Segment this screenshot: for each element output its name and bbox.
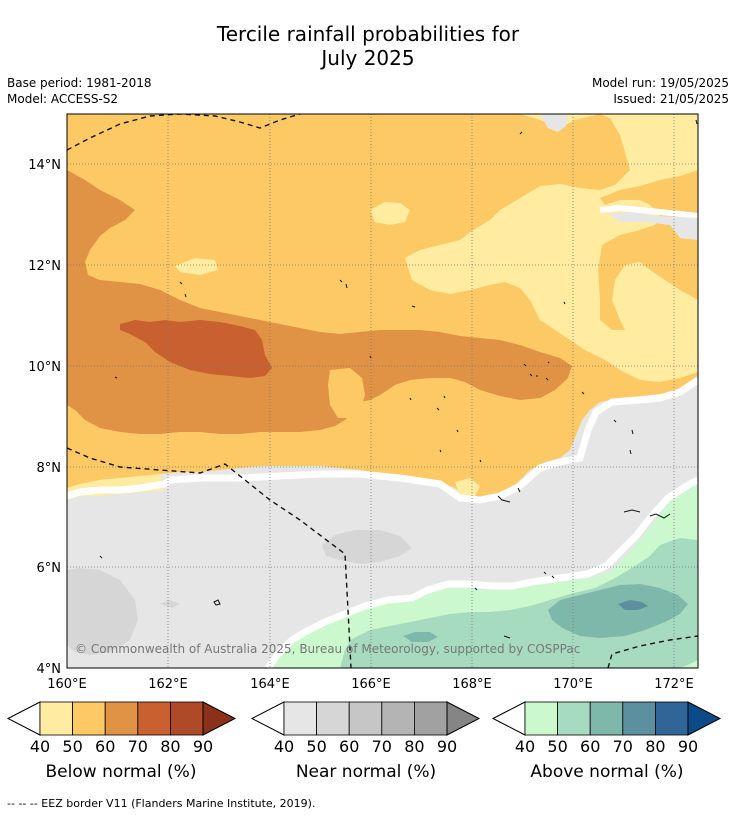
colorbar: 40 50 60 70 80 90 bbox=[491, 701, 722, 756]
model-name: Model: ACCESS-S2 bbox=[7, 92, 119, 106]
colorbar-tick-label: 70 bbox=[128, 737, 148, 756]
colorbar-tick-label: 40 bbox=[274, 737, 294, 756]
base-period: Base period: 1981-2018 bbox=[7, 76, 152, 90]
colorbar-segment bbox=[137, 701, 171, 736]
colorbar-tick-label: 90 bbox=[678, 737, 698, 756]
colorbar-over-arrow bbox=[446, 701, 481, 736]
colorbar-segment bbox=[348, 701, 383, 736]
colorbar-segment bbox=[283, 701, 317, 736]
below-normal-70-80-region bbox=[120, 320, 272, 378]
colorbar-tick-label: 80 bbox=[160, 737, 180, 756]
lat-label: 8°N bbox=[37, 461, 62, 476]
near-normal-50-60-patch bbox=[160, 600, 180, 608]
copyright-text: © Commonwealth of Australia 2025, Bureau… bbox=[75, 642, 580, 656]
colorbar: 40 50 60 70 80 90 bbox=[6, 701, 237, 756]
colorbar-tick-label: 80 bbox=[645, 737, 665, 756]
near-normal-strip bbox=[608, 212, 698, 240]
lon-label: 164°E bbox=[250, 677, 290, 692]
colorbar-tick-label: 60 bbox=[95, 737, 115, 756]
colorbar-under-arrow bbox=[491, 701, 526, 736]
above-normal-60-70-patch bbox=[403, 632, 438, 642]
title-line-1: Tercile rainfall probabilities for bbox=[216, 22, 520, 46]
below-normal-40-50-patch bbox=[175, 258, 218, 275]
above-normal-60-70-region bbox=[548, 584, 688, 638]
colorbar-segment bbox=[557, 701, 591, 736]
colorbar-segment bbox=[413, 701, 448, 736]
lon-label: 170°E bbox=[553, 677, 593, 692]
tercile-boundary bbox=[67, 377, 698, 504]
below-normal-40-50-patch bbox=[370, 202, 410, 225]
below-normal-50-60-patch bbox=[328, 368, 365, 418]
lat-label: 4°N bbox=[37, 662, 62, 677]
lat-label: 12°N bbox=[28, 259, 61, 274]
tercile-boundary bbox=[265, 476, 698, 668]
colorbar-tick-label: 50 bbox=[62, 737, 82, 756]
colorbar-title-above: Above normal (%) bbox=[530, 762, 684, 782]
colorbar-segment bbox=[316, 701, 350, 736]
colorbar-tick-label: 90 bbox=[437, 737, 457, 756]
latitude-labels: 14°N 12°N 10°N 8°N 6°N 4°N bbox=[28, 158, 61, 677]
meta-right: Model run: 19/05/2025 Issued: 21/05/2025 bbox=[592, 75, 729, 107]
issued-date: Issued: 21/05/2025 bbox=[613, 92, 729, 106]
island-outlines bbox=[99, 119, 698, 639]
model-run: Model run: 19/05/2025 bbox=[591, 76, 729, 90]
colorbar-tick-label: 50 bbox=[306, 737, 326, 756]
probability-field bbox=[67, 114, 698, 668]
title-line-2: July 2025 bbox=[321, 46, 415, 70]
below-normal-40-50-region bbox=[405, 114, 698, 382]
map-frame bbox=[66, 113, 699, 669]
colorbar-tick-label: 60 bbox=[580, 737, 600, 756]
chart-title: Tercile rainfall probabilities for July … bbox=[0, 22, 736, 70]
colorbar-tick-label: 80 bbox=[404, 737, 424, 756]
below-normal-40-50-patch bbox=[455, 478, 480, 496]
colorbar-tick-label: 70 bbox=[372, 737, 392, 756]
colorbar-segment bbox=[524, 701, 558, 736]
meta-left: Base period: 1981-2018 Model: ACCESS-S2 bbox=[7, 75, 152, 107]
colorbar-under-arrow bbox=[6, 701, 41, 736]
colorbar-tick-label: 90 bbox=[193, 737, 213, 756]
colorbar-over-arrow bbox=[202, 701, 237, 736]
below-normal-50-60-patch bbox=[382, 400, 424, 424]
near-normal-strip bbox=[540, 114, 568, 132]
colorbar-tick-label: 40 bbox=[515, 737, 535, 756]
lon-label: 162°E bbox=[148, 677, 188, 692]
colorbar-segment bbox=[589, 701, 624, 736]
lat-label: 14°N bbox=[28, 158, 61, 173]
colorbar-segment bbox=[381, 701, 415, 736]
tercile-boundary bbox=[599, 204, 698, 219]
lat-label: 10°N bbox=[28, 360, 61, 375]
eez-legend-note: -- -- -- EEZ border V11 (Flanders Marine… bbox=[7, 797, 316, 810]
longitude-labels: 160°E 162°E 164°E 166°E 168°E 170°E 172°E bbox=[47, 677, 694, 692]
lon-label: 160°E bbox=[47, 677, 87, 692]
above-normal-70-80-patch bbox=[618, 600, 648, 610]
colorbar-segment bbox=[622, 701, 656, 736]
colorbar-title-below: Below normal (%) bbox=[45, 762, 197, 782]
lon-label: 172°E bbox=[654, 677, 694, 692]
colorbar-segment bbox=[72, 701, 106, 736]
colorbar-title-near: Near normal (%) bbox=[295, 762, 437, 782]
lon-label: 168°E bbox=[452, 677, 492, 692]
near-normal-50-60-region bbox=[67, 568, 138, 655]
colorbar-tick-label: 70 bbox=[613, 737, 633, 756]
colorbar-segment bbox=[655, 701, 689, 736]
lon-label: 166°E bbox=[351, 677, 391, 692]
lat-label: 6°N bbox=[37, 561, 62, 576]
colorbar-over-arrow bbox=[687, 701, 722, 736]
colorbar-under-arrow bbox=[250, 701, 285, 736]
colorbars: 40 50 60 70 80 90 40 50 60 70 80 90 40 50 60 70 80 90 bbox=[6, 701, 722, 756]
colorbar-tick-label: 60 bbox=[339, 737, 359, 756]
colorbar: 40 50 60 70 80 90 bbox=[250, 701, 481, 756]
colorbar-segment bbox=[104, 701, 139, 736]
colorbar-tick-label: 40 bbox=[30, 737, 50, 756]
eez-border bbox=[67, 114, 698, 668]
colorbar-segment bbox=[39, 701, 73, 736]
near-normal-50-60-region bbox=[322, 530, 412, 564]
colorbar-segment bbox=[169, 701, 204, 736]
colorbar-tick-label: 50 bbox=[547, 737, 567, 756]
